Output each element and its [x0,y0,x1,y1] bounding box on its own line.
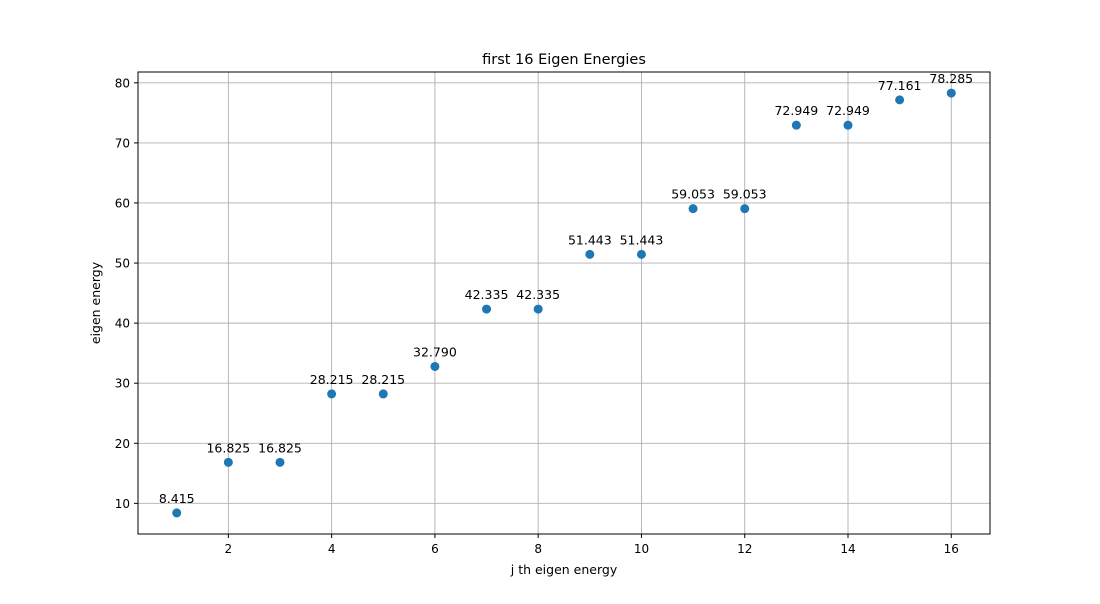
x-axis-label: j th eigen energy [510,562,618,577]
data-point [895,95,905,105]
y-tick-label: 70 [115,136,130,150]
data-label: 8.415 [159,491,195,506]
chart-title: first 16 Eigen Energies [482,52,646,68]
data-point [946,88,956,98]
data-label: 51.443 [620,232,664,247]
data-label: 16.825 [258,440,302,455]
y-tick-label: 50 [115,257,130,271]
data-point [430,361,440,371]
plot-area [137,71,991,535]
data-point [740,204,750,214]
x-tick-label: 2 [225,542,233,556]
x-tick-label: 12 [737,542,752,556]
axis-ticks: 2 4 6 8 10 12 14 16 10 20 30 40 50 60 70 80 [115,76,959,556]
data-label: 72.949 [774,103,818,118]
data-point [688,204,698,214]
data-point [327,389,337,399]
y-tick-label: 20 [115,437,130,451]
y-tick-label: 10 [115,497,130,511]
data-point [482,304,492,314]
data-point [533,304,543,314]
x-tick-label: 16 [944,542,959,556]
data-label: 28.215 [310,372,354,387]
data-label: 78.285 [929,71,973,86]
data-point [636,249,646,259]
y-tick-label: 80 [115,76,130,90]
data-label: 59.053 [671,187,715,202]
y-tick-label: 30 [115,377,130,391]
data-label: 59.053 [723,187,767,202]
data-point [791,120,801,130]
data-label: 42.335 [516,287,560,302]
data-label: 51.443 [568,232,612,247]
grid-lines [138,72,990,534]
data-label: 77.161 [878,78,922,93]
data-point [378,389,388,399]
data-label: 16.825 [206,440,250,455]
data-point [275,457,285,467]
y-tick-label: 60 [115,196,130,210]
x-tick-label: 14 [840,542,855,556]
y-tick-label: 40 [115,317,130,331]
data-label: 28.215 [361,372,405,387]
x-tick-label: 10 [634,542,649,556]
x-tick-label: 8 [534,542,542,556]
data-points [172,88,956,518]
data-point [172,508,182,518]
data-label: 32.790 [413,344,457,359]
data-point [223,457,233,467]
data-label: 42.335 [465,287,509,302]
data-point [843,120,853,130]
x-tick-label: 4 [328,542,336,556]
data-point [585,249,595,259]
data-labels: 8.415 16.825 16.825 28.215 28.215 32.790 42.33… [159,71,973,506]
x-tick-label: 6 [431,542,439,556]
y-axis-label: eigen energy [88,261,103,344]
data-label: 72.949 [826,103,870,118]
